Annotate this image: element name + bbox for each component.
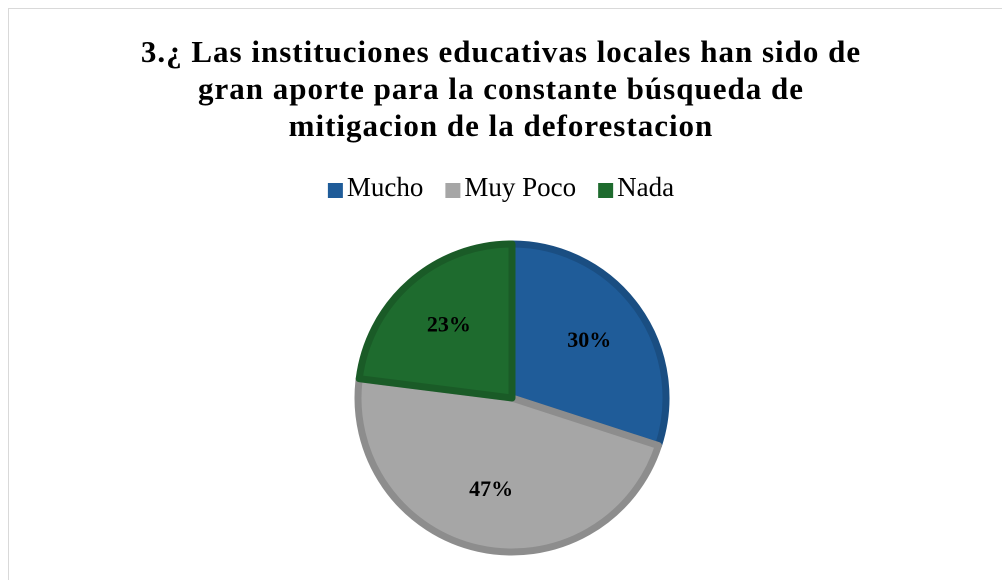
legend-label: Muy Poco xyxy=(464,172,576,202)
data-label: 47% xyxy=(469,476,513,501)
legend-swatch xyxy=(445,183,461,198)
legend-label: Mucho xyxy=(347,172,424,202)
legend-swatch xyxy=(598,183,614,198)
pie-slice xyxy=(354,375,662,556)
legend-label: Nada xyxy=(617,172,674,202)
pie-slice xyxy=(355,240,516,402)
data-label: 30% xyxy=(567,327,611,352)
chart-title: 3.¿ Las instituciones educativas locales… xyxy=(140,34,862,143)
legend: Mucho Muy Poco Nada xyxy=(327,172,674,202)
data-label: 23% xyxy=(427,311,471,336)
legend-swatch xyxy=(327,183,343,198)
chart-frame xyxy=(8,8,1002,580)
pie-slice xyxy=(508,240,670,450)
